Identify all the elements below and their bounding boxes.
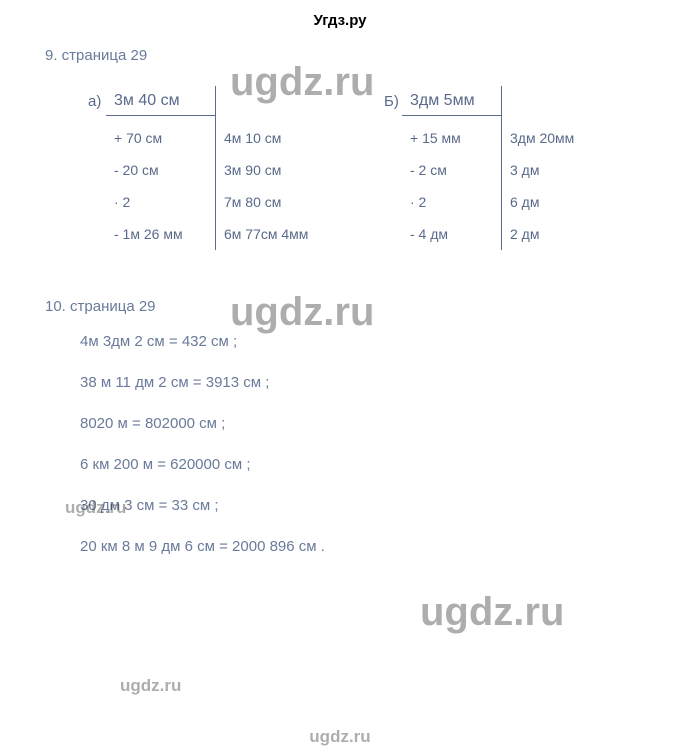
b-res-3: 2 дм [502,218,602,250]
a-res-3: 6м 77см 4мм [216,218,336,250]
watermark-large-3: ugdz.ru [420,590,564,635]
ex10-title: 10. страница 29 [45,298,680,315]
part-a: 3м 40 см + 70 см - 20 см · 2 - 1м 26 мм … [106,86,336,250]
b-op-1: - 2 см [402,154,502,186]
a-op-0: + 70 см [106,122,216,154]
b-res-0: 3дм 20мм [502,122,602,154]
b-res-2: 6 дм [502,186,602,218]
ex10-line-4: 30 дм 3 см = 33 см ; [80,497,680,514]
a-res-1: 3м 90 см [216,154,336,186]
page-header: Угдз.ру [0,0,680,29]
part-a-label: а) [80,86,106,250]
b-res-1: 3 дм [502,154,602,186]
a-res-0: 4м 10 см [216,122,336,154]
a-op-2: · 2 [106,186,216,218]
a-op-1: - 20 см [106,154,216,186]
ex10-line-0: 4м 3дм 2 см = 432 см ; [80,333,680,350]
ex10-content: 4м 3дм 2 см = 432 см ; 38 м 11 дм 2 см =… [0,333,680,555]
part-b: 3дм 5мм + 15 мм - 2 см · 2 - 4 дм 3дм 20… [402,86,602,250]
b-op-2: · 2 [402,186,502,218]
label-b: Б) [376,86,402,116]
watermark-footer: ugdz.ru [0,727,680,747]
b-op-0: + 15 мм [402,122,502,154]
watermark-small-2: ugdz.ru [120,676,181,696]
ex10-line-2: 8020 м = 802000 см ; [80,415,680,432]
ex9-content: а) 3м 40 см + 70 см - 20 см · 2 - 1м 26 … [0,86,680,250]
a-res-2: 7м 80 см [216,186,336,218]
ex10-line-5: 20 км 8 м 9 дм 6 см = 2000 896 см . [80,538,680,555]
a-op-3: - 1м 26 мм [106,218,216,250]
ex10-line-3: 6 км 200 м = 620000 см ; [80,456,680,473]
label-a: а) [80,86,106,116]
ex10-line-1: 38 м 11 дм 2 см = 3913 см ; [80,374,680,391]
b-op-3: - 4 дм [402,218,502,250]
part-b-label: Б) [376,86,402,250]
a-header: 3м 40 см [106,86,216,116]
b-header: 3дм 5мм [402,86,502,116]
ex9-title: 9. страница 29 [45,47,680,64]
